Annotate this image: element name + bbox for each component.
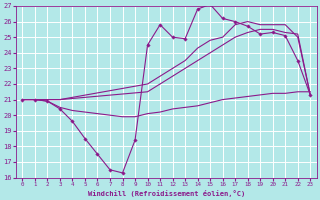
X-axis label: Windchill (Refroidissement éolien,°C): Windchill (Refroidissement éolien,°C): [88, 190, 245, 197]
